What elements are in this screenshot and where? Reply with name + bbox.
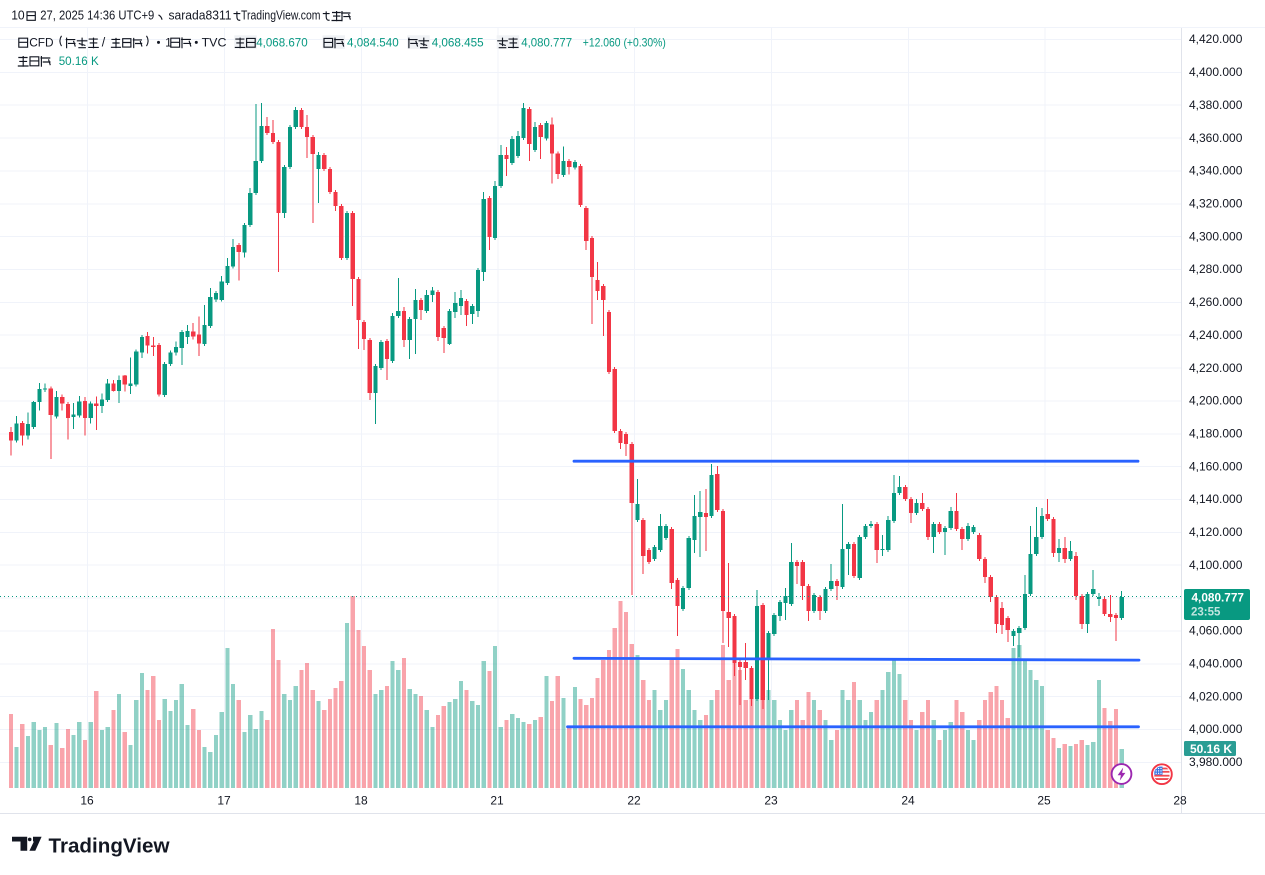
- svg-text:28: 28: [1173, 794, 1187, 808]
- svg-text:4,340.000: 4,340.000: [1189, 164, 1243, 178]
- svg-text:25: 25: [1037, 794, 1051, 808]
- svg-text:4,040.000: 4,040.000: [1189, 657, 1243, 671]
- svg-text:4,320.000: 4,320.000: [1189, 197, 1243, 211]
- svg-text:24: 24: [901, 794, 915, 808]
- svg-text:4,420.000: 4,420.000: [1189, 32, 1243, 46]
- svg-text:+12.060 (+0.30%): +12.060 (+0.30%): [583, 35, 666, 49]
- svg-text:/: /: [102, 35, 106, 49]
- svg-text:10: 10: [11, 8, 25, 22]
- svg-text:sarada8311: sarada8311: [169, 8, 232, 22]
- svg-text:4,280.000: 4,280.000: [1189, 262, 1243, 276]
- svg-text:4,060.000: 4,060.000: [1189, 624, 1243, 638]
- svg-text:TVC: TVC: [202, 35, 227, 49]
- svg-text:4,084.540: 4,084.540: [347, 35, 399, 49]
- svg-text:4,200.000: 4,200.000: [1189, 394, 1243, 408]
- svg-text:4,160.000: 4,160.000: [1189, 459, 1243, 473]
- svg-text:4,300.000: 4,300.000: [1189, 229, 1243, 243]
- svg-text:16: 16: [80, 794, 94, 808]
- svg-text:4,240.000: 4,240.000: [1189, 328, 1243, 342]
- svg-text:21: 21: [490, 794, 504, 808]
- svg-text:4,360.000: 4,360.000: [1189, 131, 1243, 145]
- svg-text:4,180.000: 4,180.000: [1189, 427, 1243, 441]
- svg-text:22: 22: [627, 794, 641, 808]
- svg-text:50.16 K: 50.16 K: [59, 54, 99, 68]
- svg-text:4,068.670: 4,068.670: [256, 35, 308, 49]
- svg-text:4,000.000: 4,000.000: [1189, 722, 1243, 736]
- svg-text:4,400.000: 4,400.000: [1189, 65, 1243, 79]
- svg-text:CFD: CFD: [29, 35, 54, 49]
- svg-text:18: 18: [354, 794, 368, 808]
- svg-text:1: 1: [165, 35, 172, 49]
- svg-text:4,140.000: 4,140.000: [1189, 492, 1243, 506]
- svg-text:4,080.777: 4,080.777: [521, 35, 572, 49]
- svg-text:TradingView.com: TradingView.com: [241, 8, 321, 22]
- svg-text:4,100.000: 4,100.000: [1189, 558, 1243, 572]
- svg-text:4,080.777: 4,080.777: [1192, 591, 1245, 605]
- svg-text:4,068.455: 4,068.455: [432, 35, 484, 49]
- svg-text:4,260.000: 4,260.000: [1189, 295, 1243, 309]
- svg-text:23:55: 23:55: [1191, 607, 1221, 619]
- svg-text:3,980.000: 3,980.000: [1189, 755, 1243, 769]
- svg-text:23: 23: [764, 794, 778, 808]
- svg-text:4,120.000: 4,120.000: [1189, 525, 1243, 539]
- svg-text:27, 2025 14:36 UTC+9: 27, 2025 14:36 UTC+9: [40, 8, 154, 22]
- svg-text:4,020.000: 4,020.000: [1189, 689, 1243, 703]
- svg-text:17: 17: [217, 794, 231, 808]
- svg-text:4,220.000: 4,220.000: [1189, 361, 1243, 375]
- svg-text:50.16 K: 50.16 K: [1190, 742, 1232, 756]
- svg-text:4,380.000: 4,380.000: [1189, 98, 1243, 112]
- svg-text:TradingView: TradingView: [49, 834, 170, 857]
